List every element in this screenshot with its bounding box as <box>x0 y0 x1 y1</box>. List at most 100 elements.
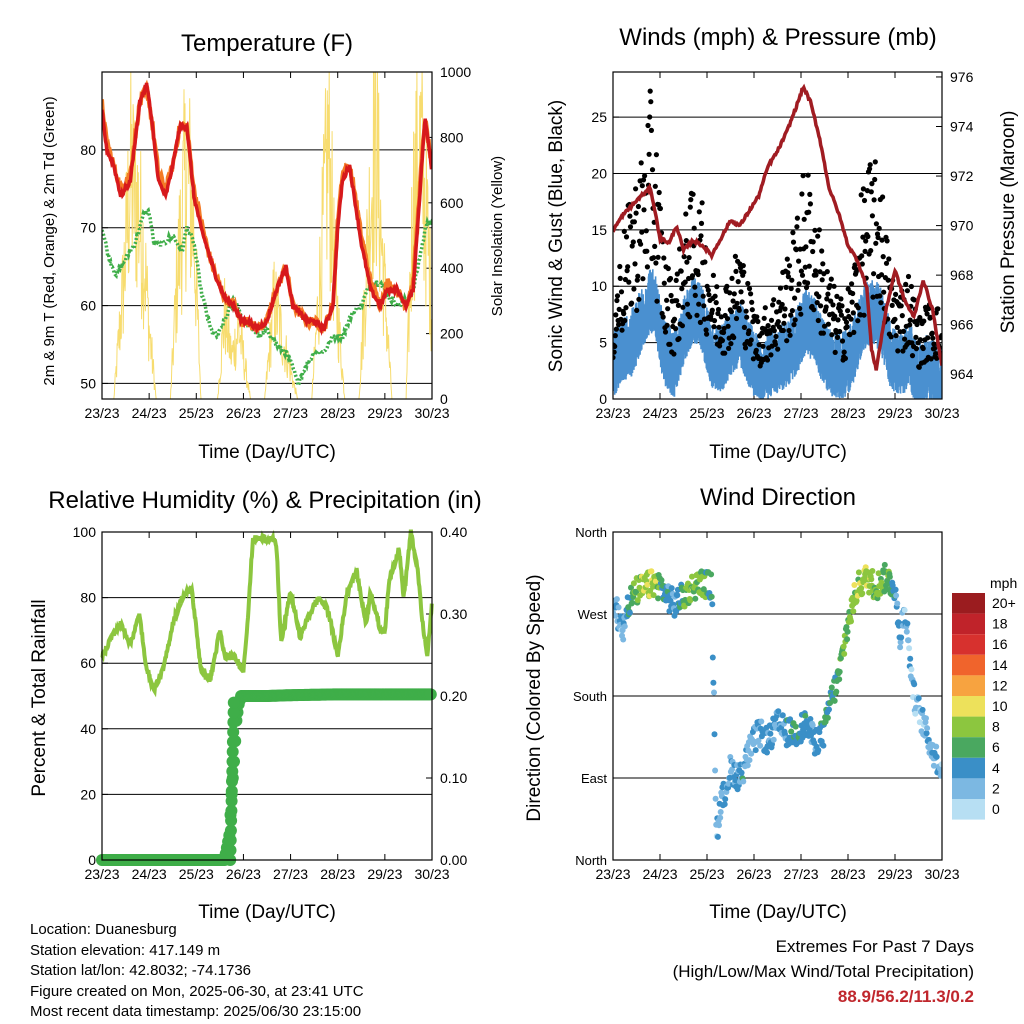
gust-point <box>834 293 840 299</box>
gust-point <box>671 316 678 322</box>
temperature-panel: Temperature (F) 2m & 9m T (Red, Orange) … <box>41 30 506 463</box>
direction-point <box>915 695 922 702</box>
gust-point <box>860 234 866 240</box>
gust-point <box>768 352 774 358</box>
gust-point <box>626 279 632 285</box>
gust-point <box>703 327 709 333</box>
y-tick-label: 80 <box>80 142 96 158</box>
gust-point <box>900 348 906 354</box>
gust-point <box>699 200 705 206</box>
direction-point <box>911 681 918 688</box>
gust-point <box>861 197 868 204</box>
precip-point <box>227 716 240 729</box>
gust-point <box>692 284 698 290</box>
gust-point <box>875 234 881 241</box>
colorbar-label: 12 <box>992 677 1008 693</box>
y2-tick-label: 1000 <box>440 64 471 80</box>
direction-point <box>708 593 715 600</box>
gust-point <box>816 227 823 233</box>
direction-point <box>630 580 637 587</box>
gust-point <box>640 276 646 282</box>
gust-point <box>748 337 754 343</box>
gust-point <box>618 289 625 295</box>
gust-point <box>696 209 702 215</box>
gust-point <box>884 238 890 244</box>
colorbar-label: 18 <box>992 616 1008 632</box>
gust-point <box>648 99 654 105</box>
direction-point <box>755 737 762 744</box>
direction-point <box>815 747 822 754</box>
direction-point <box>692 595 699 602</box>
gust-point <box>803 284 810 291</box>
y-tick-label: 0 <box>599 391 607 407</box>
direction-point <box>924 725 931 732</box>
gust-point <box>640 177 647 183</box>
gust-point <box>812 227 818 233</box>
gust-point <box>837 328 843 335</box>
gust-point <box>667 275 674 282</box>
gust-point <box>775 346 781 352</box>
y2-tick-label: 964 <box>950 366 974 382</box>
gust-point <box>698 233 704 239</box>
gust-point <box>880 254 886 260</box>
gust-point <box>759 330 765 336</box>
x-tick-label: 29/23 <box>367 405 402 421</box>
gust-point <box>635 273 641 279</box>
gust-point <box>749 299 755 305</box>
gust-point <box>811 307 817 313</box>
gust-point <box>713 300 719 306</box>
direction-point <box>884 580 891 587</box>
gust-point <box>697 319 704 325</box>
direction-point <box>716 822 722 829</box>
gust-point <box>683 211 689 217</box>
direction-point <box>655 595 662 602</box>
speed-colorbar: mph 20+ 18 16 14 12 10 8 6 4 2 0 <box>952 575 1017 820</box>
gust-point <box>678 268 684 274</box>
y-tick-label: 15 <box>591 222 607 238</box>
precip-point <box>225 785 238 798</box>
gust-point <box>750 356 757 362</box>
gust-point <box>850 310 856 316</box>
gust-point <box>848 316 854 322</box>
gust-point <box>679 323 686 329</box>
precip-point <box>224 844 237 857</box>
gust-point <box>677 246 683 252</box>
x-tick-label: 24/23 <box>642 866 677 882</box>
direction-point <box>840 643 847 650</box>
gust-point <box>930 335 936 341</box>
gust-point <box>739 299 745 305</box>
direction-point <box>841 650 848 657</box>
gust-point <box>797 305 803 312</box>
gust-point <box>624 268 630 274</box>
gust-point <box>843 319 850 325</box>
direction-point <box>844 628 851 635</box>
direction-point <box>938 761 942 768</box>
direction-point <box>792 723 799 730</box>
gust-point <box>888 334 894 340</box>
gust-point <box>780 327 786 334</box>
y2-tick-label: 400 <box>440 260 464 276</box>
gust-point <box>935 306 941 312</box>
y2-tick-label: 600 <box>440 195 464 211</box>
direction-point <box>881 561 888 568</box>
gust-point <box>714 284 720 290</box>
x-tick-label: 29/23 <box>367 866 402 882</box>
gust-point <box>738 289 744 295</box>
colorbar-swatch <box>952 654 985 676</box>
gust-point <box>621 228 627 234</box>
gust-point <box>665 306 671 312</box>
y-tick-label: 50 <box>80 375 96 391</box>
gust-point <box>631 219 638 225</box>
y2-tick-label: 972 <box>950 168 974 184</box>
y-tick-label: 5 <box>599 335 607 351</box>
gust-point <box>684 259 690 265</box>
precip-point <box>226 765 239 778</box>
direction-point <box>666 608 673 615</box>
direction-point <box>836 676 843 683</box>
colorbar-swatch <box>952 593 985 614</box>
direction-point <box>709 654 716 661</box>
gust-point <box>777 285 784 291</box>
gust-point <box>635 203 642 210</box>
gust-point <box>706 292 712 298</box>
gust-point <box>721 325 727 332</box>
